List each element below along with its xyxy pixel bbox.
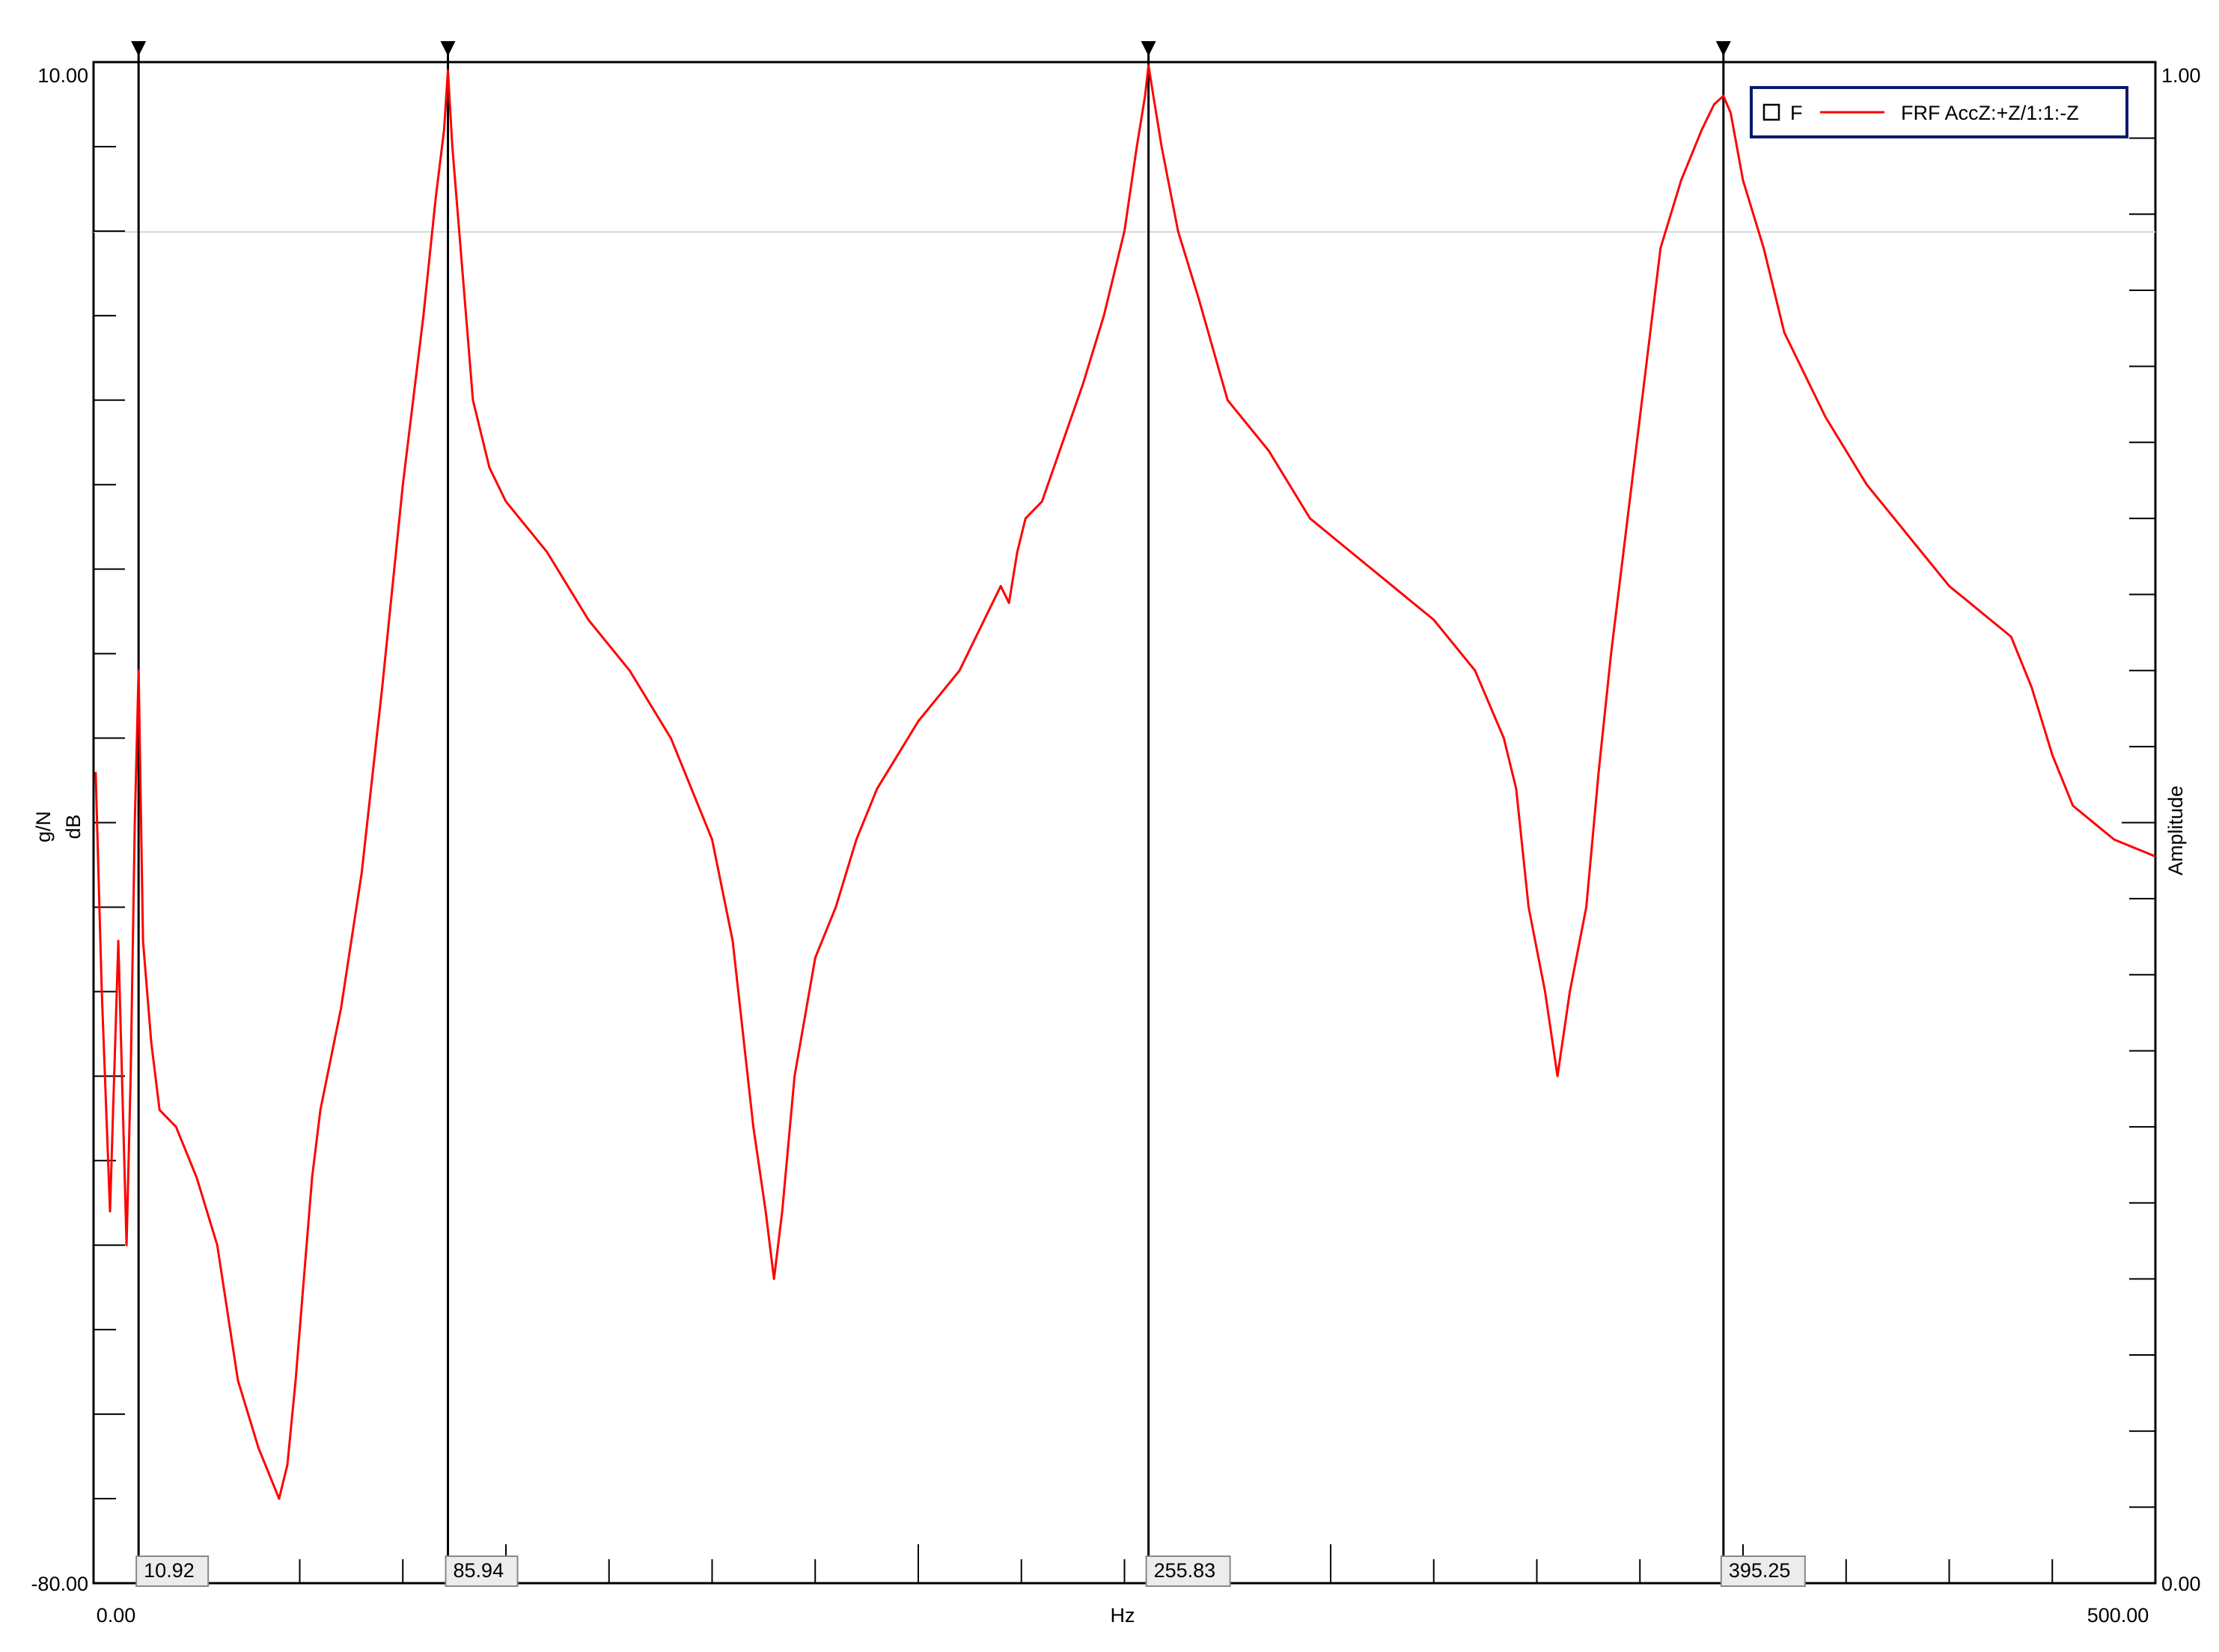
legend-marker-icon xyxy=(1762,103,1780,121)
y-left-unit-label: g/N xyxy=(32,811,55,842)
plot-area xyxy=(92,61,2157,1585)
cursor-readout-label: 10.92 xyxy=(144,1559,195,1582)
cursor-readout-label: 395.25 xyxy=(1729,1559,1791,1582)
cursor-readout-label: 255.83 xyxy=(1154,1559,1216,1582)
x-axis-label: Hz xyxy=(1111,1604,1135,1627)
cursor-marker-icon[interactable] xyxy=(131,41,147,56)
cursor-readout-label: 85.94 xyxy=(454,1559,504,1582)
x-right-tick-label: 500.00 xyxy=(2087,1604,2149,1627)
y-right-bottom-tick-label: 0.00 xyxy=(2161,1573,2201,1595)
legend: F FRF AccZ:+Z/1:1:-Z xyxy=(1750,86,2128,138)
legend-box xyxy=(1750,86,2128,138)
left-axis-ticks xyxy=(94,145,125,1500)
x-left-tick-label: 0.00 xyxy=(97,1604,136,1627)
cursor-readout-box xyxy=(1145,1555,1231,1587)
y-left-axis-label: dB xyxy=(62,814,85,839)
y-left-bottom-tick-label: -80.00 xyxy=(31,1573,88,1595)
y-right-top-tick-label: 1.00 xyxy=(2161,64,2201,87)
cursor-lines: 10.92 85.94 255.83 395.25 xyxy=(131,41,1806,1587)
series-line xyxy=(94,64,2156,1500)
cursor-marker-icon[interactable] xyxy=(1715,41,1731,56)
legend-marker-label: F xyxy=(1790,102,1803,124)
cursor-marker-icon[interactable] xyxy=(1141,41,1156,56)
legend-series-label: FRF AccZ:+Z/1:1:-Z xyxy=(1901,102,2079,124)
right-axis-ticks xyxy=(2122,137,2155,1508)
cursor-readout-box xyxy=(135,1555,210,1587)
y-right-axis-label: Amplitude xyxy=(2164,786,2187,875)
cursor-readout-box xyxy=(1720,1555,1806,1587)
cursor-marker-icon[interactable] xyxy=(440,41,456,56)
cursor-readout-box xyxy=(445,1555,519,1587)
y-left-top-tick-label: 10.00 xyxy=(37,64,88,87)
